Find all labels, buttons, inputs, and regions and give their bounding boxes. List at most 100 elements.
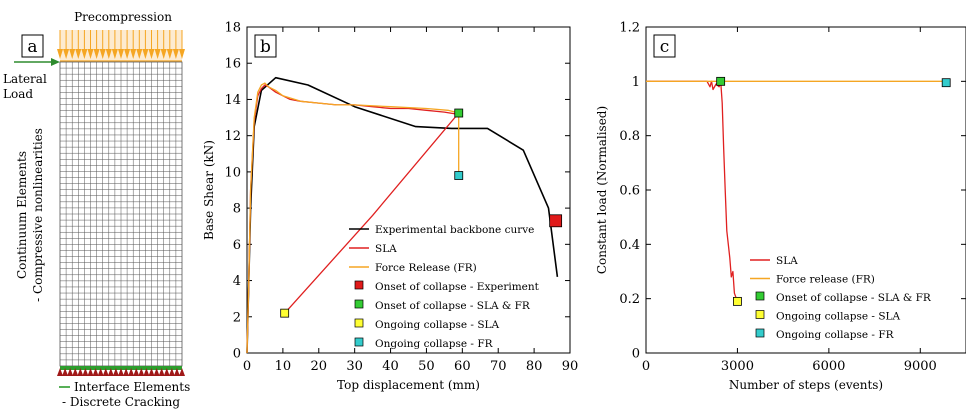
- support-triangle: [133, 368, 140, 376]
- support-triangle: [138, 368, 145, 376]
- precompression-arrow-head: [63, 49, 70, 59]
- plot-area: 0 10 20 30 40 50 60 70 80 90 0 2 4 6 8 10 12 14 16 18 Top di…: [202, 21, 578, 393]
- support-triangle: [72, 368, 79, 376]
- panel-b-chart: 0 10 20 30 40 50 60 70 80 90 0 2 4 6 8 10 12 14 16 18 Top di…: [202, 21, 578, 393]
- support-triangle: [158, 368, 165, 376]
- y-tick-label: 10: [224, 165, 241, 180]
- x-axis-label: Top displacement (mm): [337, 378, 480, 392]
- legend-marker-swatch: [354, 318, 364, 328]
- series-line: [246, 84, 460, 354]
- plot-area: 0 3000 6000 9000 0 0.2 0.4 0.6 0.8 1 1.2 Number of …: [595, 21, 966, 392]
- support-triangle: [163, 368, 170, 376]
- x-tick-label: 40: [382, 359, 399, 374]
- continuum-label-2: - Compressive nonlinearities: [31, 128, 45, 302]
- precompression-arrow-head: [148, 49, 155, 59]
- support-triangle: [168, 368, 175, 376]
- support-triangle: [179, 368, 185, 376]
- precompression-arrow-head: [111, 49, 118, 59]
- continuum-label-1: Continuum Elements: [15, 151, 29, 279]
- precompression-arrows: [57, 30, 185, 62]
- y-tick-label: 1.2: [619, 21, 640, 36]
- support-triangle: [118, 368, 124, 376]
- legend-entry: Experimental backbone curve: [375, 224, 534, 236]
- legend-entry: Onset of collapse - Experiment: [375, 281, 540, 293]
- y-tick-label: 0.6: [619, 184, 640, 199]
- precompression-arrow-head: [124, 49, 131, 59]
- support-triangle: [97, 368, 104, 376]
- collapse-marker: [280, 308, 290, 318]
- y-tick-label: 0: [233, 347, 241, 362]
- y-tick-label: 14: [224, 93, 241, 108]
- legend-entry: Onset of collapse - SLA & FR: [375, 300, 531, 312]
- precompression-label: Precompression: [74, 10, 172, 24]
- support-triangle: [57, 368, 63, 376]
- wall-mesh: [59, 61, 183, 367]
- precompression-arrow-head: [179, 49, 185, 59]
- collapse-marker: [733, 296, 742, 306]
- support-triangle: [82, 368, 89, 376]
- precompression-arrow-head: [105, 49, 112, 59]
- precompression-arrow-head: [69, 49, 76, 59]
- panel-tag-box: [653, 34, 676, 58]
- y-tick-label: 1: [632, 75, 640, 90]
- precompression-arrow-head: [99, 49, 106, 59]
- lateral-load-arrow: [14, 58, 60, 66]
- x-tick-label: 0: [642, 359, 650, 374]
- y-tick-label: 6: [233, 238, 241, 253]
- legend-marker-swatch: [354, 299, 364, 309]
- y-tick-label: 16: [224, 57, 241, 72]
- x-tick-label: 70: [490, 359, 507, 374]
- lateral-load-label-1: Lateral: [3, 72, 47, 86]
- support-triangle: [148, 368, 155, 376]
- x-tick-label: 80: [526, 359, 543, 374]
- legend-marker-swatch: [755, 328, 765, 338]
- y-tick-label: 12: [224, 129, 241, 144]
- legend-entry: Force Release (FR): [375, 262, 477, 274]
- support-triangle: [153, 368, 160, 376]
- precompression-arrow-head: [118, 49, 124, 59]
- legend-entry: Onset of collapse - SLA & FR: [776, 292, 932, 304]
- support-triangle: [123, 368, 130, 376]
- support-triangle: [77, 368, 84, 376]
- precompression-arrow-head: [154, 49, 161, 59]
- legend-marker-swatch: [755, 310, 765, 319]
- support-triangle: [87, 368, 94, 376]
- series-line: [246, 82, 460, 354]
- plot-frame: [645, 26, 966, 354]
- x-tick-label: 20: [311, 359, 328, 374]
- legend-entry: SLA: [776, 255, 798, 267]
- precompression-arrow-head: [166, 49, 173, 59]
- panel-a-tag-box: [21, 34, 44, 58]
- legend-marker-swatch: [354, 337, 364, 347]
- precompression-arrow-head: [172, 49, 179, 59]
- precompression-arrow-head: [160, 49, 167, 59]
- legend-entry: Force release (FR): [776, 274, 875, 286]
- x-axis-label: Number of steps (events): [729, 378, 883, 392]
- support-triangle: [92, 368, 99, 376]
- support-triangle: [102, 368, 109, 376]
- precompression-arrow-head: [57, 49, 63, 59]
- x-tick-label: 10: [275, 359, 292, 374]
- lateral-load-label-2: Load: [3, 87, 33, 101]
- support-triangle: [128, 368, 135, 376]
- legend-marker-swatch: [755, 291, 765, 301]
- y-tick-label: 0.4: [619, 238, 640, 253]
- legend-entry: Ongoing collapse - SLA: [375, 319, 499, 331]
- support-triangle: [62, 368, 69, 376]
- y-tick-label: 8: [233, 202, 241, 217]
- y-tick-label: 0: [632, 347, 640, 362]
- precompression-arrow-head: [75, 49, 82, 59]
- interface-label-2: - Discrete Cracking: [62, 395, 180, 409]
- precompression-arrow-head: [142, 49, 149, 59]
- y-tick-label: 2: [233, 310, 241, 325]
- support-triangle: [143, 368, 150, 376]
- panel-tag: c: [660, 37, 670, 57]
- y-tick-label: 0.8: [619, 129, 640, 144]
- collapse-marker: [941, 78, 951, 88]
- x-tick-label: 60: [454, 359, 471, 374]
- panel-tag-box: [254, 34, 277, 58]
- support-triangle: [107, 368, 114, 376]
- collapse-marker: [549, 214, 563, 228]
- legend: Experimental backbone curve SLA Force Rele…: [349, 224, 540, 350]
